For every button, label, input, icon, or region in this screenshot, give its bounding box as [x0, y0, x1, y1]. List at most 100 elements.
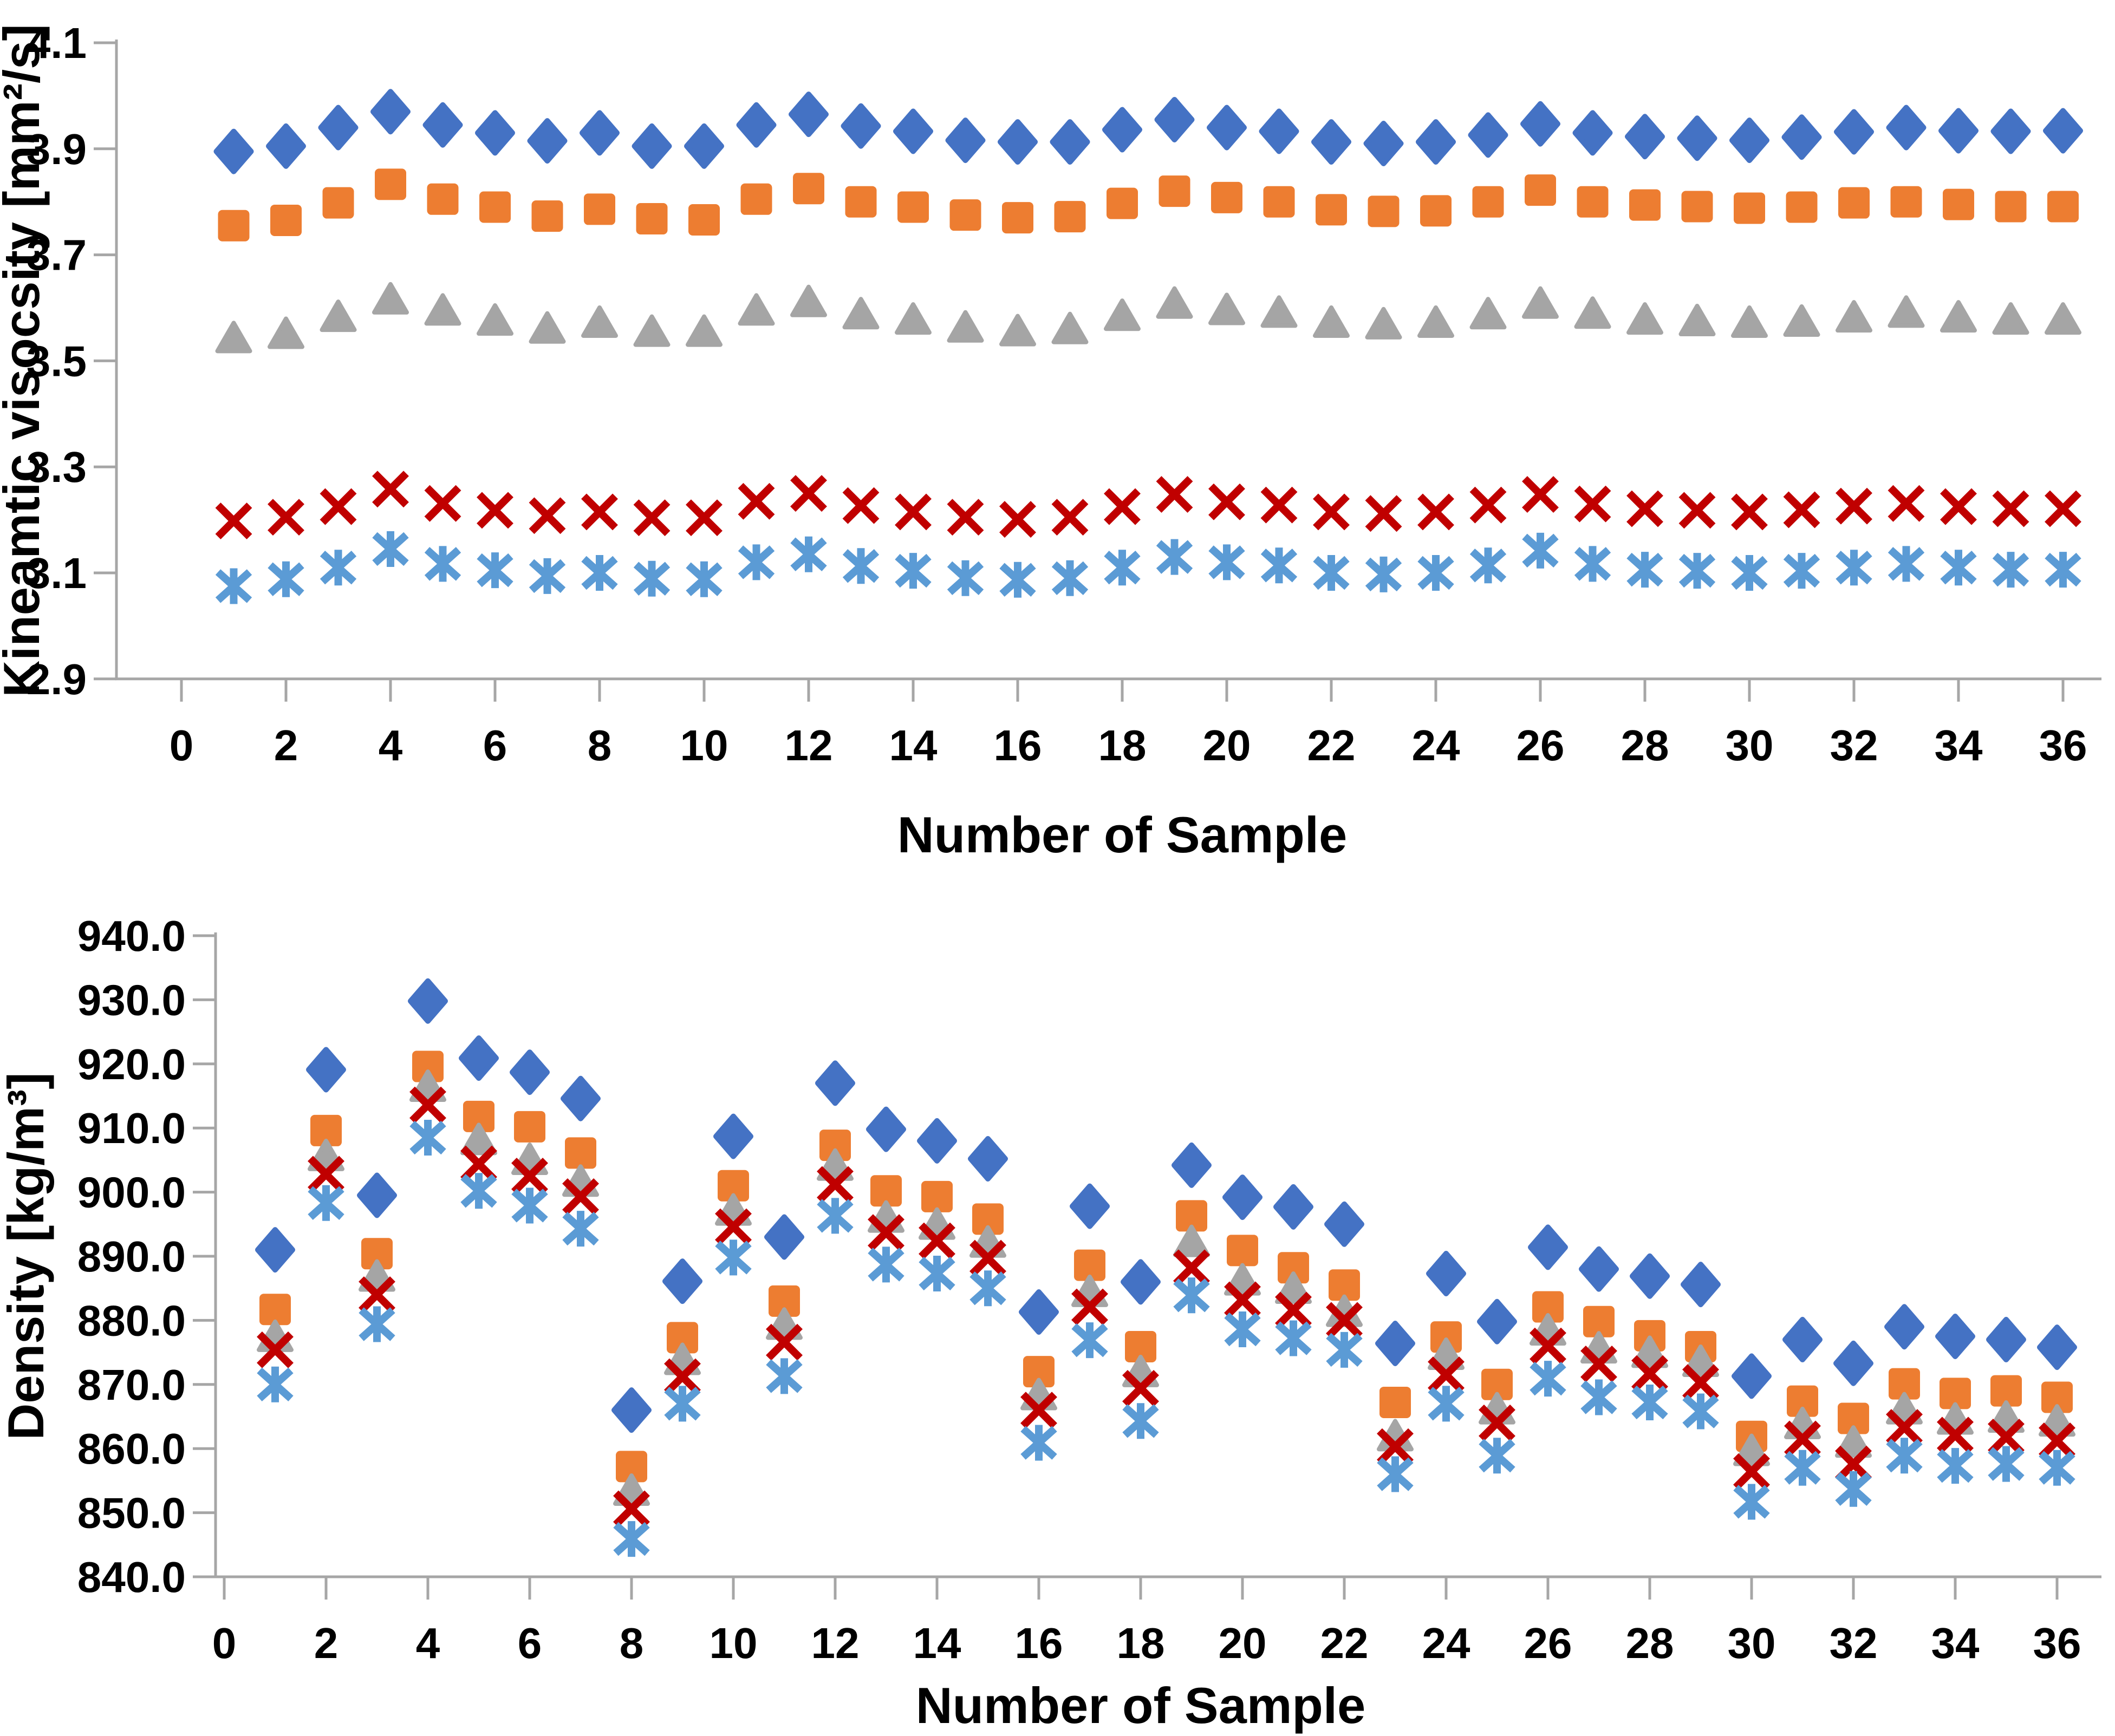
x-marker — [372, 471, 409, 508]
x-tick-label: 24 — [1422, 1619, 1470, 1667]
square-marker — [1211, 181, 1242, 213]
x-marker — [1071, 1288, 1108, 1326]
triangle-marker — [1173, 1224, 1210, 1257]
x-marker — [2039, 1422, 2075, 1459]
diamond-marker — [1520, 101, 1560, 147]
x-tick-label: 12 — [811, 1619, 860, 1667]
y-tick-label: 930.0 — [77, 976, 186, 1024]
x-marker — [409, 1086, 446, 1124]
diamond-marker — [580, 110, 620, 156]
square-marker — [1125, 1330, 1156, 1362]
square-marker — [897, 191, 929, 223]
x-marker — [919, 1222, 955, 1259]
square-marker — [616, 1451, 647, 1483]
asterisk-marker — [999, 562, 1036, 598]
x-marker — [424, 485, 461, 522]
x-marker — [633, 499, 671, 537]
diamond-marker — [1729, 118, 1769, 164]
square-marker — [1074, 1249, 1105, 1281]
asterisk-marker — [424, 546, 461, 582]
asterisk-marker — [1260, 547, 1298, 584]
x-marker — [581, 493, 618, 531]
asterisk-marker — [1626, 552, 1663, 588]
asterisk-marker — [1784, 1450, 1821, 1486]
asterisk-marker — [1428, 1386, 1465, 1422]
diamond-marker — [408, 978, 448, 1024]
square-marker — [1786, 191, 1818, 223]
square-marker — [259, 1294, 291, 1326]
square-marker — [1481, 1368, 1513, 1400]
x-tick-label: 30 — [1728, 1619, 1776, 1667]
asterisk-marker — [2045, 552, 2081, 588]
square-marker — [412, 1050, 444, 1082]
y-tick-label: 850.0 — [77, 1489, 186, 1537]
diamond-marker — [1172, 1142, 1212, 1188]
diamond-marker — [917, 1118, 957, 1164]
x-tick-label: 6 — [483, 721, 507, 769]
asterisk-marker — [215, 568, 252, 604]
x-tick-label: 24 — [1412, 721, 1460, 769]
x-marker — [460, 1145, 497, 1183]
square-marker — [1368, 195, 1400, 227]
triangle-marker — [1574, 296, 1611, 329]
y-tick-label: 860.0 — [77, 1425, 186, 1473]
diamond-marker — [1273, 1184, 1313, 1230]
x-tick-label: 30 — [1726, 721, 1774, 769]
x-marker — [999, 501, 1036, 538]
x-tick-label: 26 — [1524, 1619, 1572, 1667]
x-marker — [664, 1358, 701, 1395]
asterisk-marker — [1224, 1311, 1261, 1347]
asterisk-marker — [511, 1187, 548, 1224]
triangle-marker — [320, 299, 357, 332]
x-marker — [529, 497, 566, 534]
x-tick-label: 14 — [913, 1619, 961, 1667]
square-marker — [361, 1238, 393, 1270]
asterisk-marker — [1835, 1471, 1872, 1507]
diamond-marker — [2037, 1324, 2077, 1370]
asterisk-marker — [1051, 560, 1089, 596]
x-marker — [359, 1276, 395, 1313]
diamond-marker — [1426, 1250, 1466, 1296]
diamond-marker — [1416, 119, 1456, 165]
square-marker — [1990, 1375, 2022, 1407]
square-marker — [1890, 186, 1922, 218]
x-marker — [562, 1178, 599, 1215]
x-marker — [1469, 486, 1507, 524]
asterisk-marker — [1678, 553, 1716, 589]
x-marker — [1313, 493, 1350, 531]
square-marker — [565, 1137, 596, 1169]
x-tick-label: 18 — [1098, 721, 1147, 769]
square-marker — [667, 1322, 698, 1354]
asterisk-marker — [1522, 532, 1559, 569]
asterisk-marker — [1940, 550, 1977, 586]
diamond-marker — [459, 1035, 499, 1081]
square-marker — [793, 173, 824, 205]
x-marker — [715, 1208, 752, 1245]
triangle-marker — [1313, 305, 1350, 338]
y-tick-labels: 4.1 3.9 3.7 3.5 3.3 3.1 2.9 — [27, 19, 87, 703]
x-ticks — [223, 1577, 2059, 1600]
diamond-marker — [1363, 121, 1404, 167]
square-marker — [1329, 1269, 1360, 1301]
triangle-marker — [581, 305, 618, 338]
diamond-marker — [370, 89, 411, 135]
diamond-marker — [266, 123, 306, 169]
triangle-marker — [1051, 311, 1089, 344]
diamond-marker — [1468, 112, 1508, 158]
triangle-marker — [1208, 292, 1245, 325]
asterisk-marker — [766, 1358, 803, 1394]
triangle-marker — [895, 302, 932, 335]
triangle-marker — [1835, 1425, 1872, 1458]
y-tick-label: 3.9 — [27, 125, 87, 173]
asterisk-marker — [257, 1366, 294, 1402]
x-marker — [511, 1158, 548, 1195]
x-tick-label: 6 — [518, 1619, 542, 1667]
asterisk-marker — [817, 1198, 854, 1234]
x-marker — [613, 1490, 650, 1528]
diamond-marker — [684, 123, 724, 169]
x-marker — [257, 1331, 294, 1368]
asterisk-marker — [868, 1246, 904, 1283]
x-tick-label: 2 — [274, 721, 298, 769]
diamond-marker — [1102, 107, 1142, 153]
triangle-marker — [1682, 1344, 1719, 1377]
